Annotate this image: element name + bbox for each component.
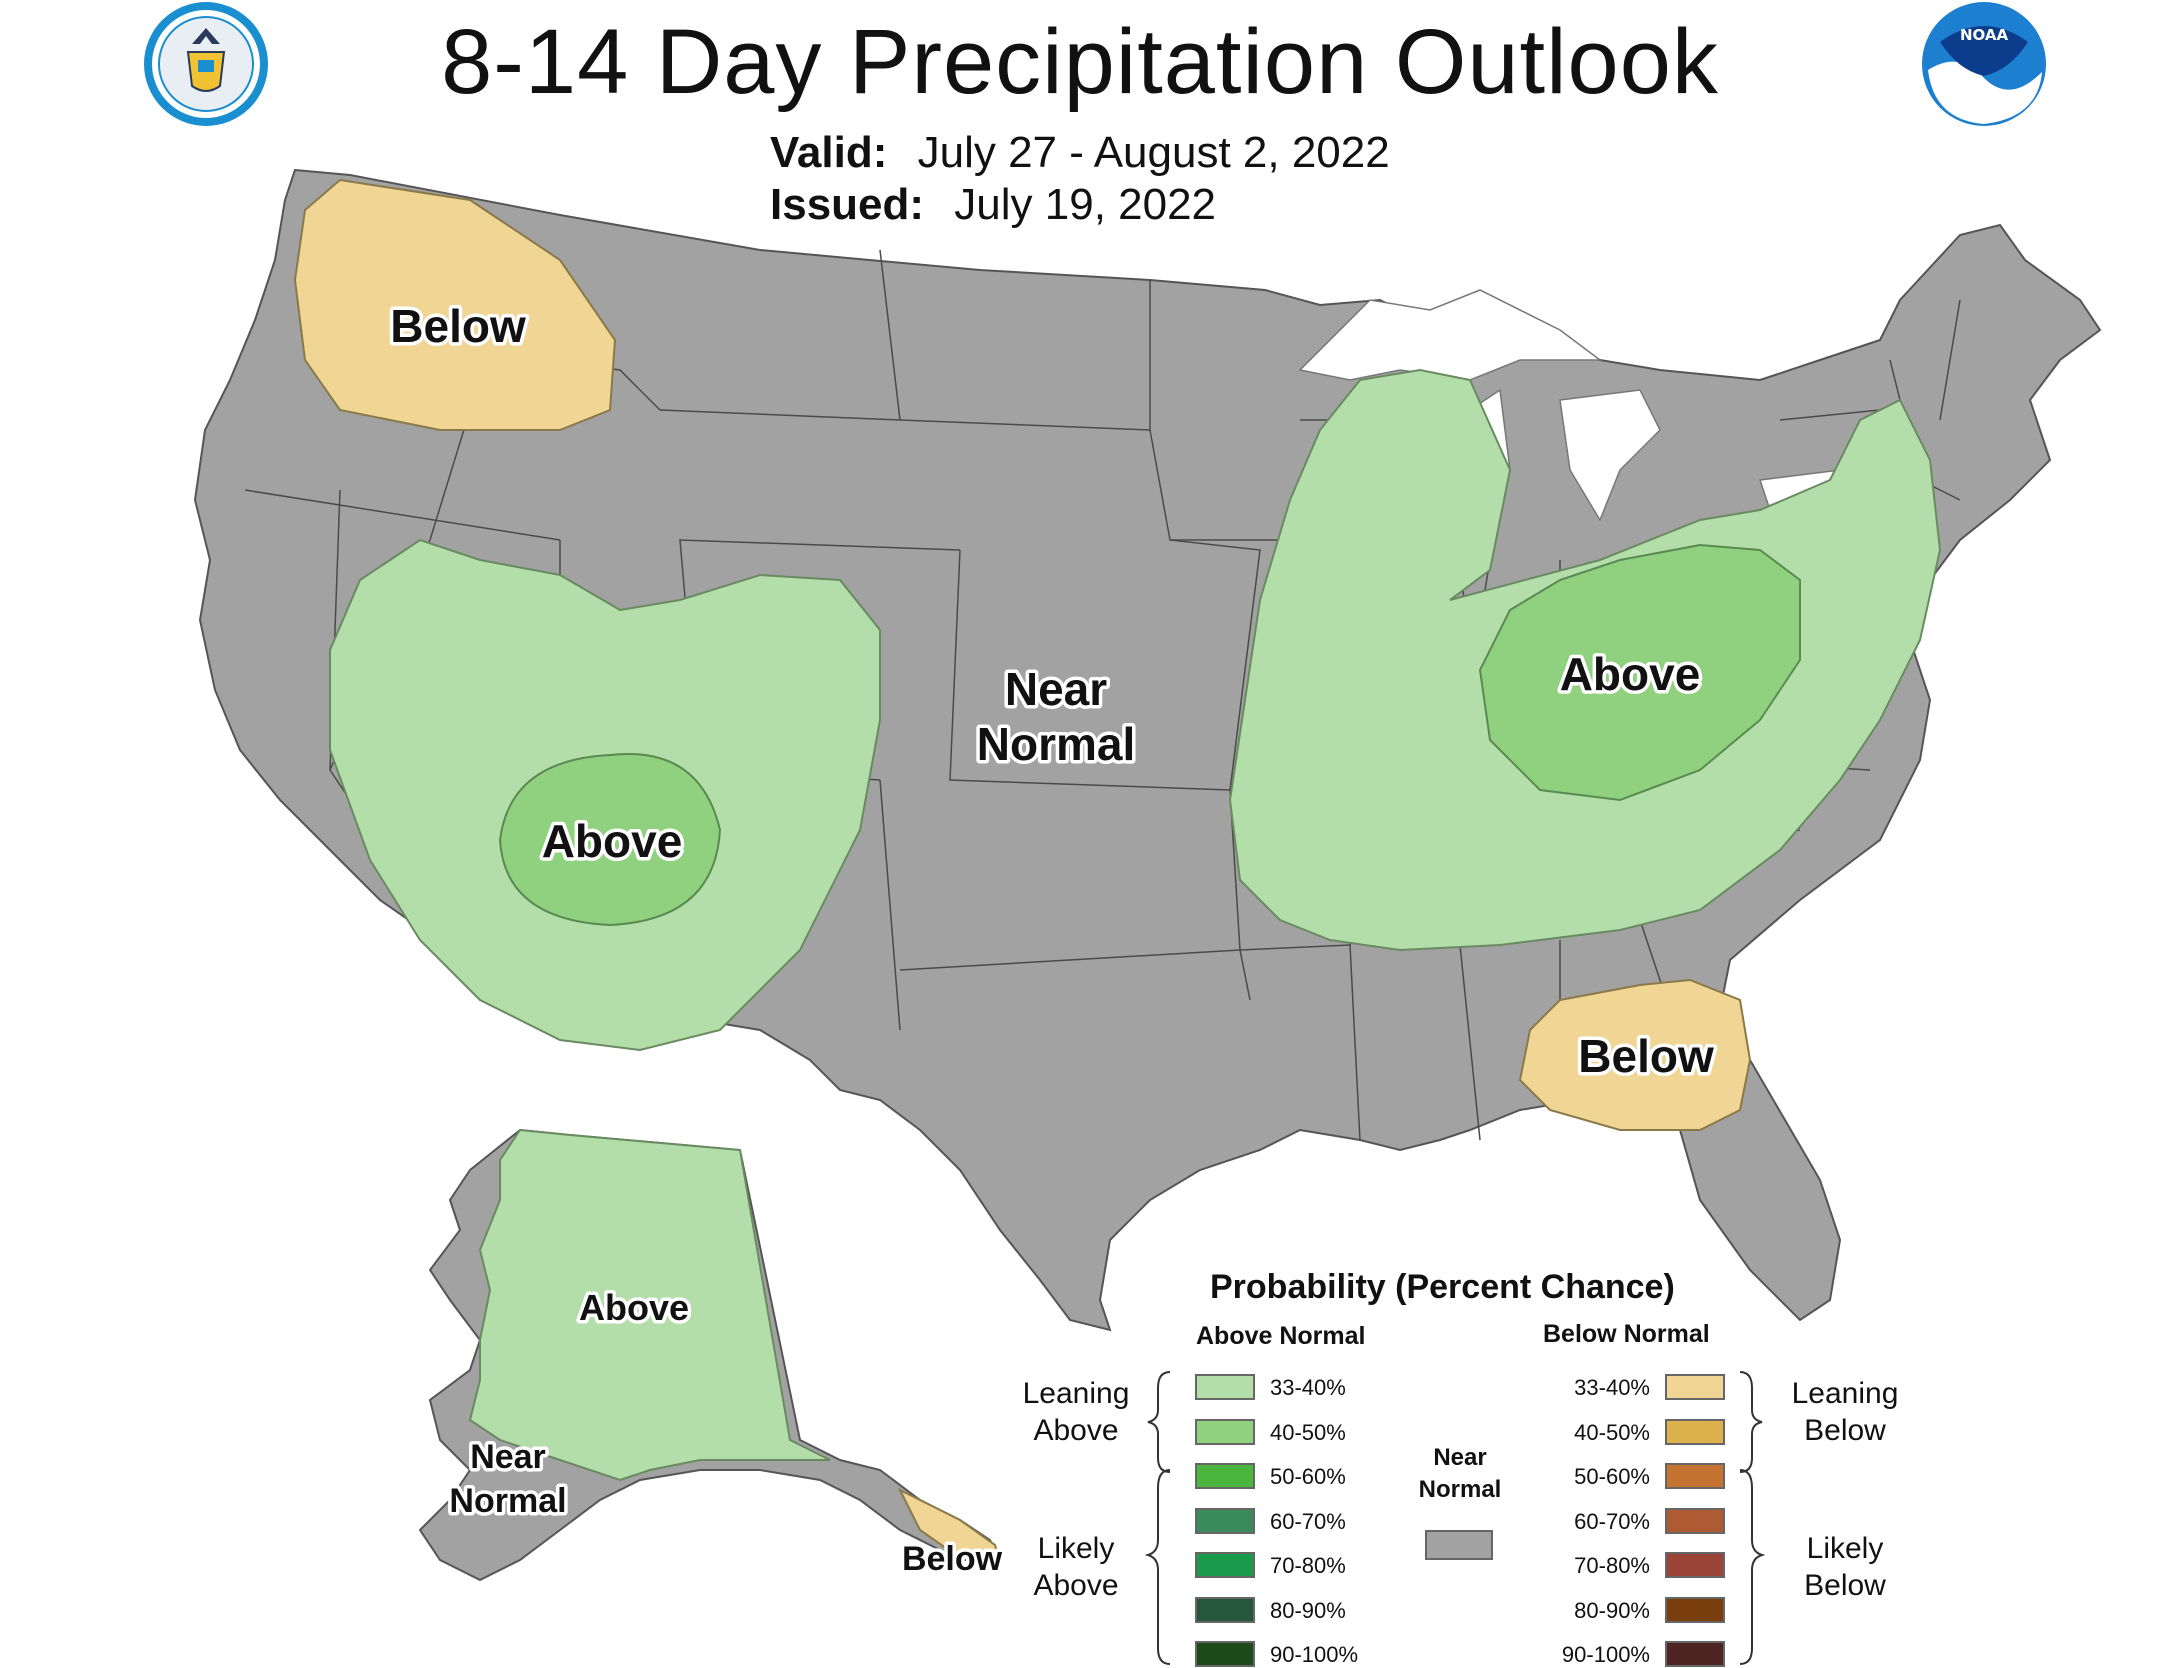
legend-above-pct: 80-90% [1270,1598,1346,1623]
likely-below-line-2: Below [1804,1569,1886,1602]
valid-value: July 27 - August 2, 2022 [917,128,1390,177]
nw-below-label: Below [390,300,526,352]
legend-above-swatch [1195,1374,1255,1400]
likely-below-line-1: Likely [1806,1532,1884,1565]
legend-below-swatch [1665,1463,1725,1489]
legend-above-swatch [1195,1597,1255,1623]
legend-above-pct: 70-80% [1270,1553,1346,1578]
ohio-above-label: Above [1560,648,1701,700]
near-normal-line-1: Near [1433,1444,1487,1471]
legend-above-pct: 40-50% [1270,1420,1346,1445]
likely-above-line-1: Likely [1037,1532,1115,1565]
legend-below-swatch [1665,1641,1725,1667]
legend-below-pct: 90-100% [1561,1642,1650,1667]
legend-braces [1144,1371,1766,1665]
leaning-below-line-1: Leaning [1791,1377,1899,1410]
legend-above-pct: 50-60% [1270,1464,1346,1489]
legend-below-pct: 60-70% [1574,1509,1650,1534]
legend-above-pct: 90-100% [1270,1642,1359,1667]
issued-line: Issued: July 19, 2022 [770,180,1216,230]
legend-below-pct: 80-90% [1574,1598,1650,1623]
legend-above-swatch [1195,1552,1255,1578]
doc-seal-logo [144,2,268,126]
legend-likely-below-label: Likely Below [1775,1530,1915,1604]
alaska-below-label: Below [902,1540,1003,1578]
leaning-above-line-2: Above [1033,1414,1119,1447]
issued-label: Issued: [770,180,925,229]
near-normal-label-1: Near [1005,663,1107,715]
legend-above-swatch [1195,1463,1255,1489]
alaska-above-region [468,1128,831,1482]
legend-below-header: Below Normal [1543,1320,1710,1348]
ohio-above-40-region [1478,543,1801,802]
sw-above-label: Above [542,815,683,867]
alaska-above-label: Above [579,1287,689,1328]
leaning-below-line-2: Below [1804,1414,1886,1447]
likely-above-line-2: Above [1033,1569,1119,1602]
legend-below-swatch [1665,1374,1725,1400]
legend-above-header: Above Normal [1196,1322,1366,1350]
legend-below-swatch [1665,1508,1725,1534]
near-normal-label-2: Normal [977,718,1135,770]
issued-value: July 19, 2022 [954,180,1217,229]
nw-below-region [293,178,617,431]
legend-below-swatch [1665,1552,1725,1578]
legend-leaning-below-label: Leaning Below [1775,1375,1915,1449]
alaska-below-region [897,1487,1002,1562]
valid-label: Valid: [770,128,888,177]
near-normal-line-2: Normal [1418,1476,1502,1503]
leaning-above-line-1: Leaning [1022,1377,1130,1410]
legend-below-pct: 70-80% [1574,1553,1650,1578]
alaska-near-label-1: Near [470,1438,546,1476]
legend-near-normal-label: Near Normal [1395,1442,1525,1506]
legend-near-normal-swatch [1425,1530,1493,1560]
legend-below-pct: 40-50% [1574,1420,1650,1445]
legend-above-swatch [1195,1419,1255,1445]
legend-likely-above-label: Likely Above [1006,1530,1146,1604]
legend-below-swatch [1665,1597,1725,1623]
se-below-label: Below [1578,1030,1714,1082]
legend-leaning-above-label: Leaning Above [1006,1375,1146,1449]
legend-above-swatch [1195,1641,1255,1667]
legend-above-swatch [1195,1508,1255,1534]
legend-above-pct: 60-70% [1270,1509,1346,1534]
valid-line: Valid: July 27 - August 2, 2022 [770,128,1390,178]
sw-above-40-region [498,753,722,927]
legend-title: Probability (Percent Chance) [1210,1268,1675,1306]
alaska-near-label-2: Normal [449,1482,566,1520]
noaa-logo: NOAA [1922,2,2046,126]
noaa-logo-text: NOAA [1960,26,2009,44]
map-title: 8-14 Day Precipitation Outlook [441,11,1719,113]
legend-above-pct: 33-40% [1270,1375,1346,1400]
se-below-region [1518,978,1752,1131]
legend-below-pct: 33-40% [1574,1375,1650,1400]
legend-below-swatch [1665,1419,1725,1445]
legend-below-pct: 50-60% [1574,1464,1650,1489]
